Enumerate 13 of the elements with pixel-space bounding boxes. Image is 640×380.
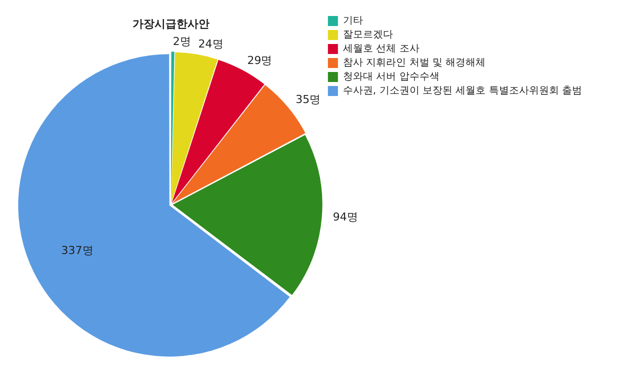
legend-label: 세월호 선체 조사 [342, 44, 420, 55]
legend-label: 기타 [342, 16, 363, 27]
data-label: 24명 [198, 37, 224, 50]
legend-label: 청와대 서버 압수수색 [342, 72, 440, 83]
legend-label: 수사권, 기소권이 보장된 세월호 특별조사위원회 출범 [342, 86, 582, 97]
data-label: 337명 [61, 244, 94, 258]
legend-label: 참사 지휘라인 처벌 및 해경해체 [342, 58, 486, 69]
legend-label: 잘모르겠다 [342, 30, 393, 41]
data-label: 94명 [332, 210, 358, 224]
data-label: 29명 [247, 54, 272, 67]
chart-title: 가장시급한사안 [132, 17, 210, 30]
data-label: 35명 [296, 93, 321, 106]
data-label: 2명 [172, 35, 191, 48]
